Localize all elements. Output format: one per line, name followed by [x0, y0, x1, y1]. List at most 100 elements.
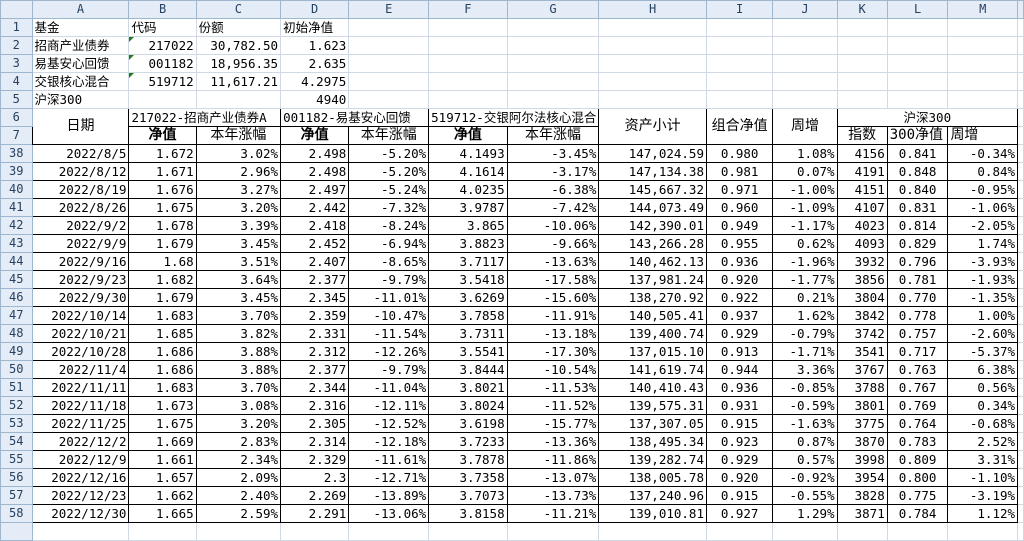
cell-e43[interactable]: -6.94% — [348, 234, 430, 253]
cell-g41[interactable]: -7.42% — [506, 198, 600, 217]
cell-a38[interactable]: 2022/8/5 — [31, 144, 130, 163]
cell-c41[interactable]: 3.20% — [195, 198, 282, 217]
cell-c45[interactable]: 3.64% — [195, 270, 282, 289]
cell-empty[interactable] — [1017, 234, 1024, 253]
cell-g43[interactable]: -9.66% — [506, 234, 600, 253]
cell-k58[interactable]: 3871 — [836, 504, 888, 523]
row-header[interactable]: 43 — [0, 234, 33, 253]
cell-i43[interactable]: 0.955 — [705, 234, 774, 253]
cell-f54[interactable]: 3.7233 — [428, 432, 508, 451]
cell-a3[interactable]: 易基安心回馈 — [31, 54, 130, 73]
cell-i41[interactable]: 0.960 — [705, 198, 774, 217]
cell-f53[interactable]: 3.6198 — [428, 414, 508, 433]
header-ytd[interactable]: 本年涨幅 — [348, 126, 430, 145]
cell-j51[interactable]: -0.85% — [772, 378, 838, 397]
cell-i50[interactable]: 0.944 — [705, 360, 774, 379]
cell-a53[interactable]: 2022/11/25 — [31, 414, 130, 433]
header-fund-001182[interactable]: 001182-易基安心回馈 — [280, 108, 430, 127]
cell-b3[interactable]: 001182 — [128, 54, 197, 73]
cell-f41[interactable]: 3.9787 — [428, 198, 508, 217]
cell-l53[interactable]: 0.764 — [886, 414, 949, 433]
cell-j53[interactable]: -1.63% — [772, 414, 838, 433]
cell-l38[interactable]: 0.841 — [886, 144, 949, 163]
header-nav[interactable]: 净值 — [428, 126, 508, 145]
cell-h50[interactable]: 141,619.74 — [598, 360, 707, 379]
cell-a55[interactable]: 2022/12/9 — [31, 450, 130, 469]
cell-i40[interactable]: 0.971 — [705, 180, 774, 199]
cell-f52[interactable]: 3.8024 — [428, 396, 508, 415]
cell-a46[interactable]: 2022/9/30 — [31, 288, 130, 307]
cell-f47[interactable]: 3.7858 — [428, 306, 508, 325]
cell-e39[interactable]: -5.20% — [348, 162, 430, 181]
cell-empty[interactable] — [772, 18, 838, 37]
cell-empty[interactable] — [1017, 396, 1024, 415]
cell-k41[interactable]: 4107 — [836, 198, 888, 217]
cell-b50[interactable]: 1.686 — [128, 360, 197, 379]
cell-empty[interactable] — [772, 54, 838, 73]
cell-c54[interactable]: 2.83% — [195, 432, 282, 451]
cell-c46[interactable]: 3.45% — [195, 288, 282, 307]
cell-m42[interactable]: -2.05% — [947, 216, 1019, 235]
cell-g39[interactable]: -3.17% — [506, 162, 600, 181]
row-header[interactable]: 40 — [0, 180, 33, 199]
cell-empty[interactable] — [506, 522, 600, 541]
cell-f48[interactable]: 3.7311 — [428, 324, 508, 343]
cell-h57[interactable]: 137,240.96 — [598, 486, 707, 505]
cell-a47[interactable]: 2022/10/14 — [31, 306, 130, 325]
cell-e40[interactable]: -5.24% — [348, 180, 430, 199]
cell-a42[interactable]: 2022/9/2 — [31, 216, 130, 235]
cell-a4[interactable]: 交银核心混合 — [31, 72, 130, 91]
cell-l55[interactable]: 0.809 — [886, 450, 949, 469]
cell-l48[interactable]: 0.757 — [886, 324, 949, 343]
cell-c51[interactable]: 3.70% — [195, 378, 282, 397]
cell-i52[interactable]: 0.931 — [705, 396, 774, 415]
cell-empty[interactable] — [836, 54, 888, 73]
cell-e58[interactable]: -13.06% — [348, 504, 430, 523]
cell-empty[interactable] — [886, 522, 949, 541]
cell-empty[interactable] — [1017, 414, 1024, 433]
header-portfolio-nav[interactable]: 组合净值 — [705, 108, 774, 145]
column-header-e[interactable]: E — [348, 0, 430, 19]
cell-f49[interactable]: 3.5541 — [428, 342, 508, 361]
cell-e53[interactable]: -12.52% — [348, 414, 430, 433]
cell-j50[interactable]: 3.36% — [772, 360, 838, 379]
cell-m56[interactable]: -1.10% — [947, 468, 1019, 487]
cell-l50[interactable]: 0.763 — [886, 360, 949, 379]
cell-b46[interactable]: 1.679 — [128, 288, 197, 307]
cell-f46[interactable]: 3.6269 — [428, 288, 508, 307]
cell-m57[interactable]: -3.19% — [947, 486, 1019, 505]
cell-b1[interactable]: 代码 — [128, 18, 197, 37]
cell-empty[interactable] — [886, 54, 949, 73]
cell-e42[interactable]: -8.24% — [348, 216, 430, 235]
cell-e47[interactable]: -10.47% — [348, 306, 430, 325]
cell-m51[interactable]: 0.56% — [947, 378, 1019, 397]
cell-a57[interactable]: 2022/12/23 — [31, 486, 130, 505]
cell-c38[interactable]: 3.02% — [195, 144, 282, 163]
cell-empty[interactable] — [348, 90, 430, 109]
cell-empty[interactable] — [428, 522, 508, 541]
cell-empty[interactable] — [506, 90, 600, 109]
cell-empty[interactable] — [705, 18, 774, 37]
cell-e50[interactable]: -9.79% — [348, 360, 430, 379]
cell-i45[interactable]: 0.920 — [705, 270, 774, 289]
cell-b39[interactable]: 1.671 — [128, 162, 197, 181]
cell-b58[interactable]: 1.665 — [128, 504, 197, 523]
cell-empty[interactable] — [772, 72, 838, 91]
cell-empty[interactable] — [428, 90, 508, 109]
cell-j46[interactable]: 0.21% — [772, 288, 838, 307]
header-weekly[interactable]: 周增 — [772, 108, 838, 145]
cell-j54[interactable]: 0.87% — [772, 432, 838, 451]
row-header[interactable]: 46 — [0, 288, 33, 307]
row-header[interactable]: 2 — [0, 36, 33, 55]
cell-m53[interactable]: -0.68% — [947, 414, 1019, 433]
cell-empty[interactable] — [428, 18, 508, 37]
cell-d56[interactable]: 2.3 — [280, 468, 350, 487]
cell-a56[interactable]: 2022/12/16 — [31, 468, 130, 487]
cell-m45[interactable]: -1.93% — [947, 270, 1019, 289]
cell-k54[interactable]: 3870 — [836, 432, 888, 451]
column-header-a[interactable]: A — [31, 0, 130, 19]
cell-d3[interactable]: 2.635 — [280, 54, 350, 73]
cell-j52[interactable]: -0.59% — [772, 396, 838, 415]
cell-b54[interactable]: 1.669 — [128, 432, 197, 451]
cell-h43[interactable]: 143,266.28 — [598, 234, 707, 253]
